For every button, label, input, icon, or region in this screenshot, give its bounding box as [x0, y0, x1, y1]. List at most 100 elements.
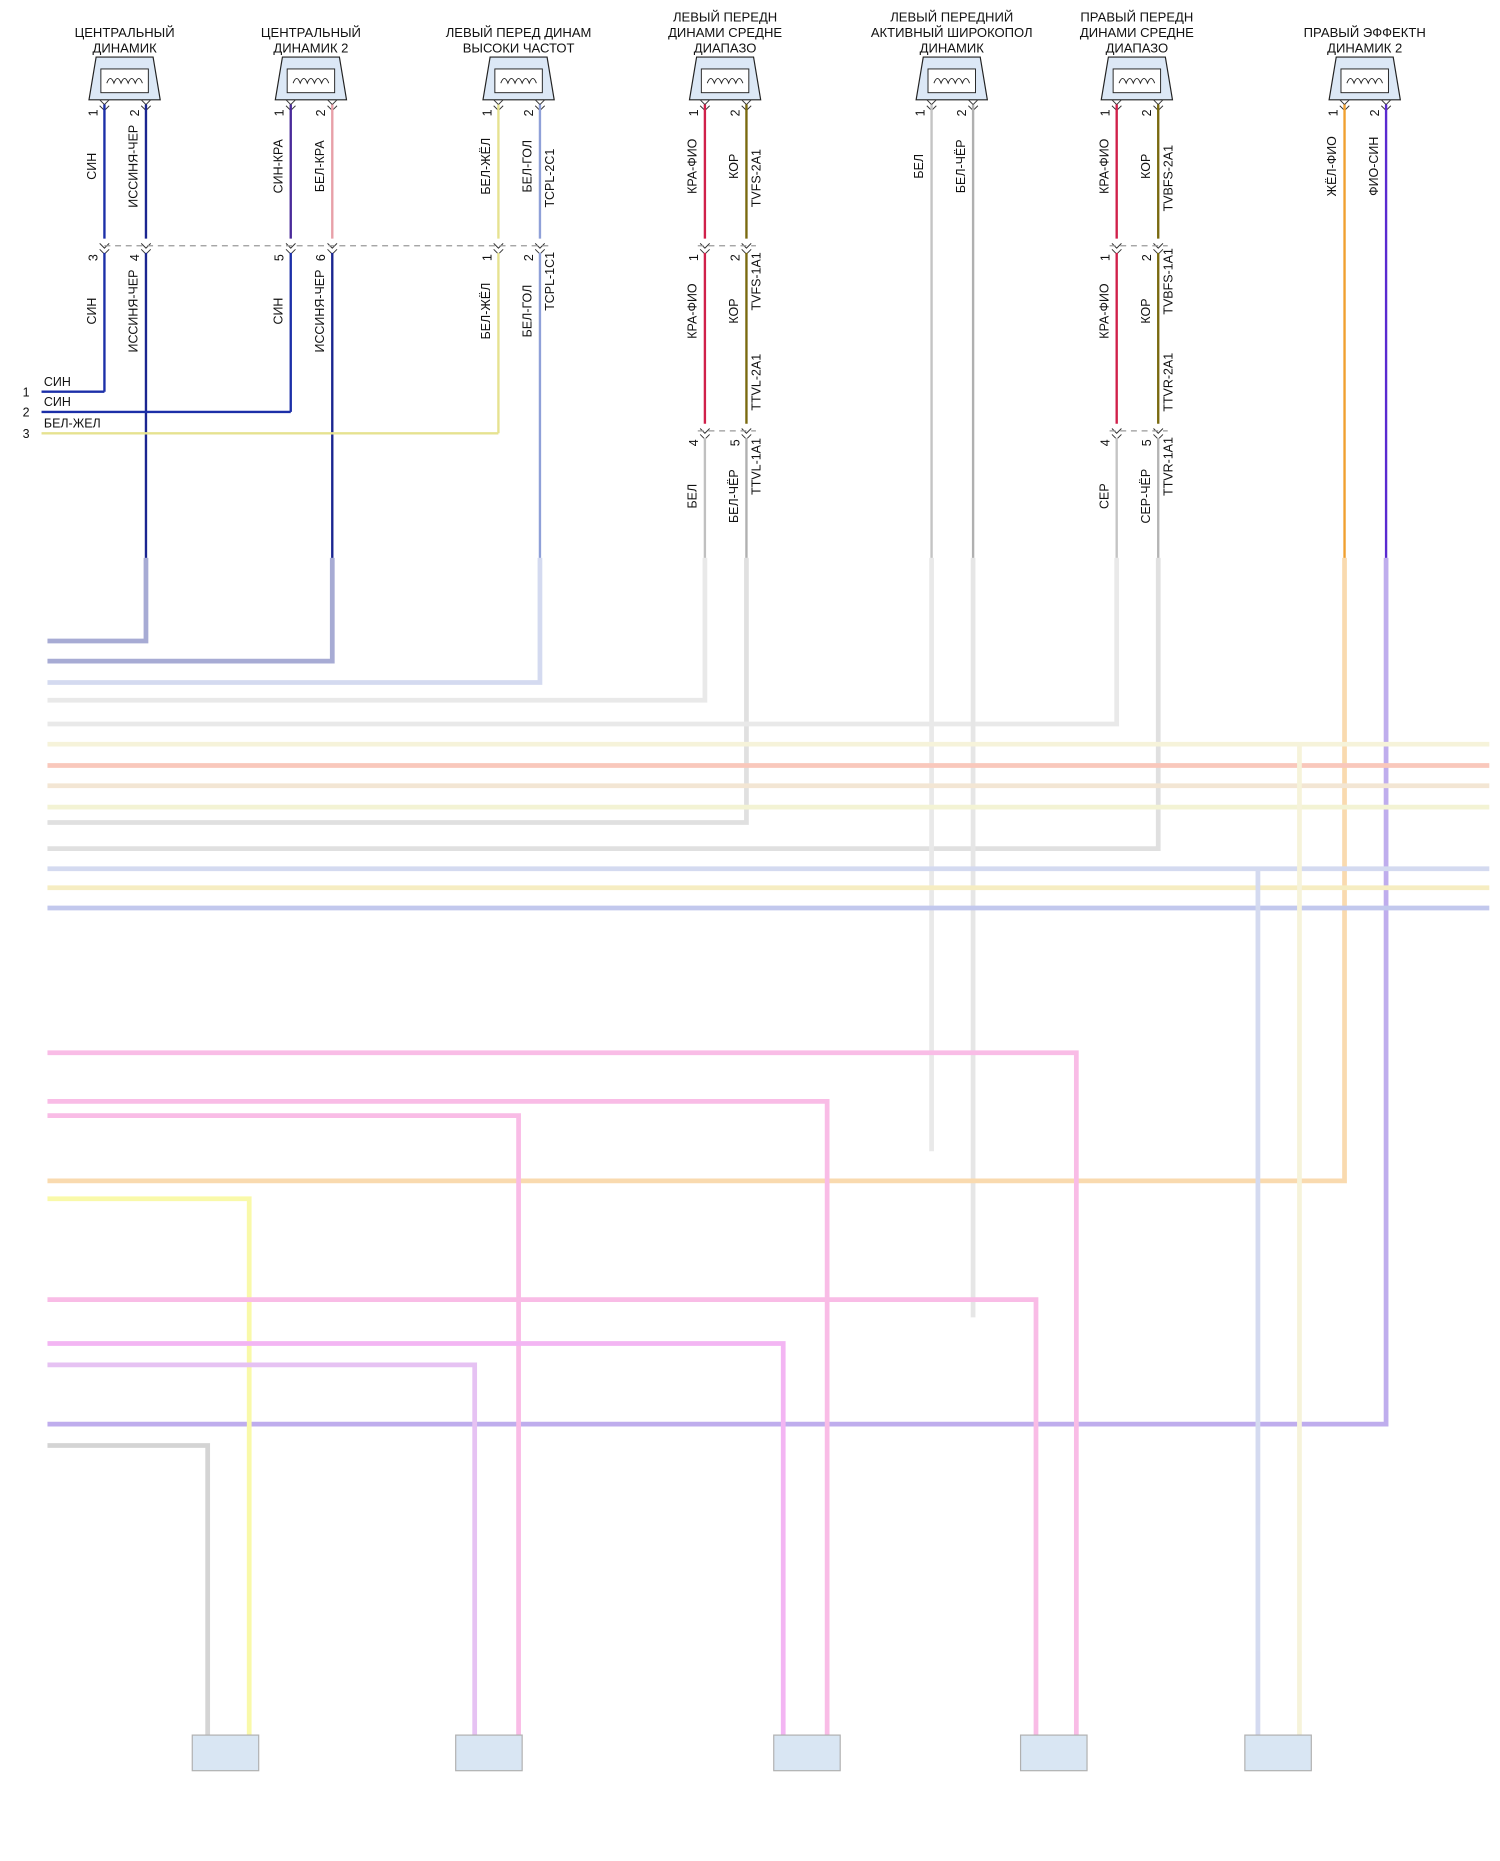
faded-wire [47, 1113, 521, 1745]
pin-number: 1 [1099, 254, 1113, 261]
wire-label: СИН [271, 298, 285, 325]
speaker-coil [106, 77, 143, 85]
speaker-title: ДИНАМИ СРЕДНЕ [1080, 25, 1194, 40]
pin-number: 4 [128, 254, 142, 261]
wire-label: БЕЛ-ГОЛ [521, 285, 535, 338]
input-pin: 1 [23, 385, 30, 399]
input-wire-label: СИН [44, 395, 71, 409]
speaker-icon-inner [1340, 68, 1389, 94]
speaker-icon-inner [494, 68, 543, 94]
wire-label: БЕЛ-ЧЁР [954, 139, 968, 193]
speaker-title: ДИНАМИ СРЕДНЕ [668, 25, 782, 40]
speaker-coil [292, 77, 330, 85]
speaker-title: ВЫСОКИ ЧАСТОТ [463, 40, 575, 55]
speaker-title: ЦЕНТРАЛЬНЫЙ [261, 25, 361, 40]
circuit-label: TVFS-1A1 [750, 252, 764, 310]
wire-label: БЕЛ-ЖЁЛ [479, 138, 493, 195]
speaker-title: ЛЕВЫЙ ПЕРЕДН [673, 9, 777, 24]
circuit-label: TVBFS-1A1 [1161, 248, 1175, 315]
pin-number: 2 [128, 109, 142, 116]
input-pin: 2 [23, 406, 30, 420]
pin-number: 4 [1099, 439, 1113, 446]
wire-label: СИН-КРА [271, 139, 285, 194]
faded-wire [47, 557, 1389, 1427]
faded-wire [47, 557, 543, 685]
wire-label: БЕЛ [686, 484, 700, 509]
circuit-label: TCPL-2C1 [543, 149, 557, 208]
input-wire-label: СИН [44, 375, 71, 389]
wire-label: БЕЛ [912, 154, 926, 179]
pin-number: 5 [1140, 439, 1154, 446]
wire-label: ИССИНЯ-ЧЕР [313, 270, 327, 353]
faded-wire [47, 557, 749, 825]
pin-number: 2 [1140, 109, 1154, 116]
speaker-title: ЛЕВЫЙ ПЕРЕД ДИНАМ [446, 25, 592, 40]
blurred-lower-area [47, 557, 1490, 1772]
faded-wire [47, 1050, 1079, 1745]
speaker-coil [933, 77, 970, 85]
pin-number: 5 [273, 254, 287, 261]
pin-number: 6 [314, 254, 328, 261]
pin-number: 2 [1140, 254, 1154, 261]
speaker-title: ЦЕНТРАЛЬНЫЙ [75, 25, 175, 40]
speaker-coil [1118, 77, 1156, 85]
circuit-label: TCPL-1C1 [543, 252, 557, 311]
pin-number: 2 [728, 254, 742, 261]
wire-label: БЕЛ-ГОЛ [521, 140, 535, 193]
wire-label: КРА-ФИО [686, 138, 700, 194]
faded-wire [47, 557, 335, 664]
wire-label: КОР [727, 298, 741, 323]
wire-label: ФИО-СИН [1367, 137, 1381, 196]
faded-wire [47, 1196, 252, 1745]
wire-label: СИН [85, 153, 99, 180]
faded-wire [47, 557, 149, 644]
pin-number: 2 [522, 109, 536, 116]
faded-wire [47, 557, 1347, 1184]
wire-label: ЖЁЛ-ФИО [1325, 136, 1339, 197]
wire-label: БЕЛ-КРА [313, 140, 327, 193]
pin-number: 1 [480, 254, 494, 261]
input-wire-label: БЕЛ-ЖЕЛ [44, 416, 101, 430]
pin-number: 5 [728, 439, 742, 446]
speaker-coil [706, 77, 744, 85]
speaker-icon-inner [927, 68, 976, 94]
faded-speaker [1244, 1734, 1312, 1772]
wire-label: КОР [1139, 298, 1153, 323]
pin-number: 2 [522, 254, 536, 261]
pin-number: 1 [273, 109, 287, 116]
faded-wire [47, 1099, 830, 1745]
pin-number: 1 [1326, 109, 1340, 116]
faded-wire [47, 557, 1120, 727]
faded-speaker [1019, 1734, 1088, 1772]
wire-label: КРА-ФИО [1097, 138, 1111, 194]
circuit-label: TTVL-2A1 [750, 354, 764, 411]
speaker-title: АКТИВНЫЙ ШИРОКОПОЛ [871, 25, 1033, 40]
speaker-title: ЛЕВЫЙ ПЕРЕДНИЙ [890, 9, 1013, 24]
wire-label: ИССИНЯ-ЧЕР [127, 270, 141, 353]
speaker-title: ДИНАМИК [93, 40, 158, 55]
speaker-title: ДИАПАЗО [694, 40, 757, 55]
pin-number: 1 [86, 109, 100, 116]
pin-number: 3 [86, 254, 100, 261]
pin-number: 1 [687, 109, 701, 116]
pin-number: 2 [728, 109, 742, 116]
circuit-label: TVBFS-2A1 [1161, 145, 1175, 212]
circuit-label: TVFS-2A1 [750, 149, 764, 207]
pin-number: 4 [687, 439, 701, 446]
pin-number: 2 [314, 109, 328, 116]
pin-number: 1 [913, 109, 927, 116]
wire-label: КРА-ФИО [686, 283, 700, 339]
wire-label: СИН [85, 298, 99, 325]
speaker-icon-inner [286, 68, 336, 94]
faded-wire [47, 1341, 786, 1745]
wire-label: КРА-ФИО [1097, 283, 1111, 339]
wire-label: СЕР-ЧЁР [1139, 469, 1153, 524]
input-pin: 3 [23, 427, 30, 441]
speaker-title: ПРАВЫЙ ЭФФЕКТН [1304, 25, 1426, 40]
wire-label: СЕР [1097, 483, 1111, 509]
speaker-title: ПРАВЫЙ ПЕРЕДН [1080, 9, 1193, 24]
faded-speaker [455, 1734, 523, 1772]
speaker-title: ДИНАМИК 2 [273, 40, 348, 55]
